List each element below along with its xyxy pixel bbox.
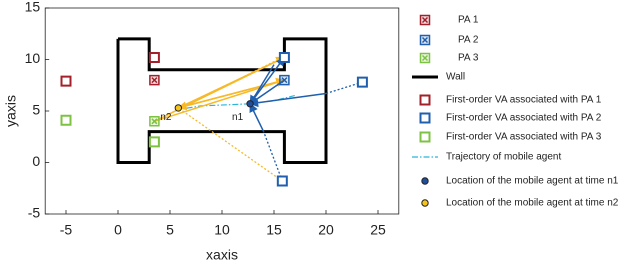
arrow bbox=[154, 78, 286, 123]
legend-swatch bbox=[421, 199, 429, 207]
x-tick-label: 0 bbox=[114, 222, 122, 238]
legend-label: Wall bbox=[446, 72, 465, 83]
x-tick-label: 15 bbox=[266, 222, 282, 238]
y-tick-label: -5 bbox=[28, 205, 41, 221]
point bbox=[278, 51, 290, 63]
x-axis-label: xaxis bbox=[206, 247, 238, 263]
x-tick-label: 10 bbox=[214, 222, 230, 238]
point bbox=[60, 75, 72, 87]
legend-swatch bbox=[419, 52, 431, 64]
legend-label: First-order VA associated with PA 2 bbox=[446, 113, 602, 124]
legend-swatch bbox=[419, 131, 431, 143]
arrow bbox=[249, 64, 275, 105]
x-tick-label: 25 bbox=[370, 222, 386, 238]
y-tick-label: 15 bbox=[25, 0, 41, 15]
point bbox=[148, 136, 160, 148]
point bbox=[279, 74, 290, 86]
y-tick-label: 0 bbox=[32, 153, 40, 169]
legend-swatch bbox=[421, 177, 429, 185]
arrow bbox=[177, 107, 283, 182]
legend-label: First-order VA associated with PA 1 bbox=[446, 95, 602, 106]
legend-swatch bbox=[419, 14, 431, 26]
x-tick-label: -5 bbox=[60, 222, 73, 238]
point bbox=[276, 175, 288, 187]
arrow bbox=[262, 131, 283, 182]
legend-swatch bbox=[419, 112, 431, 124]
legend-label: First-order VA associated with PA 3 bbox=[446, 132, 602, 143]
legend-label: Trajectory of mobile agent bbox=[446, 152, 561, 163]
y-tick-label: 10 bbox=[25, 50, 41, 66]
x-tick-label: 5 bbox=[166, 222, 174, 238]
point bbox=[148, 51, 160, 63]
y-axis-label: yaxis bbox=[3, 95, 19, 127]
arrow bbox=[249, 102, 265, 132]
legend-swatch bbox=[419, 34, 431, 46]
y-tick-label: 5 bbox=[32, 102, 40, 118]
arrow bbox=[177, 79, 285, 111]
x-tick-label: 20 bbox=[318, 222, 334, 238]
legend-label: PA 3 bbox=[458, 53, 479, 64]
annotation: n2 bbox=[160, 112, 172, 123]
arrow bbox=[249, 92, 327, 108]
point bbox=[246, 100, 254, 108]
point bbox=[60, 114, 72, 126]
legend-label: PA 2 bbox=[458, 35, 479, 46]
point bbox=[356, 76, 368, 88]
legend-label: Location of the mobile agent at time n1 bbox=[446, 176, 619, 187]
plot-frame bbox=[44, 7, 400, 215]
legend-label: Location of the mobile agent at time n2 bbox=[446, 198, 619, 209]
legend-swatch bbox=[419, 94, 431, 106]
point bbox=[149, 74, 160, 86]
annotation: n1 bbox=[232, 112, 244, 123]
point bbox=[149, 116, 160, 127]
point bbox=[174, 104, 183, 112]
legend-label: PA 1 bbox=[458, 15, 479, 26]
wall bbox=[116, 37, 328, 164]
